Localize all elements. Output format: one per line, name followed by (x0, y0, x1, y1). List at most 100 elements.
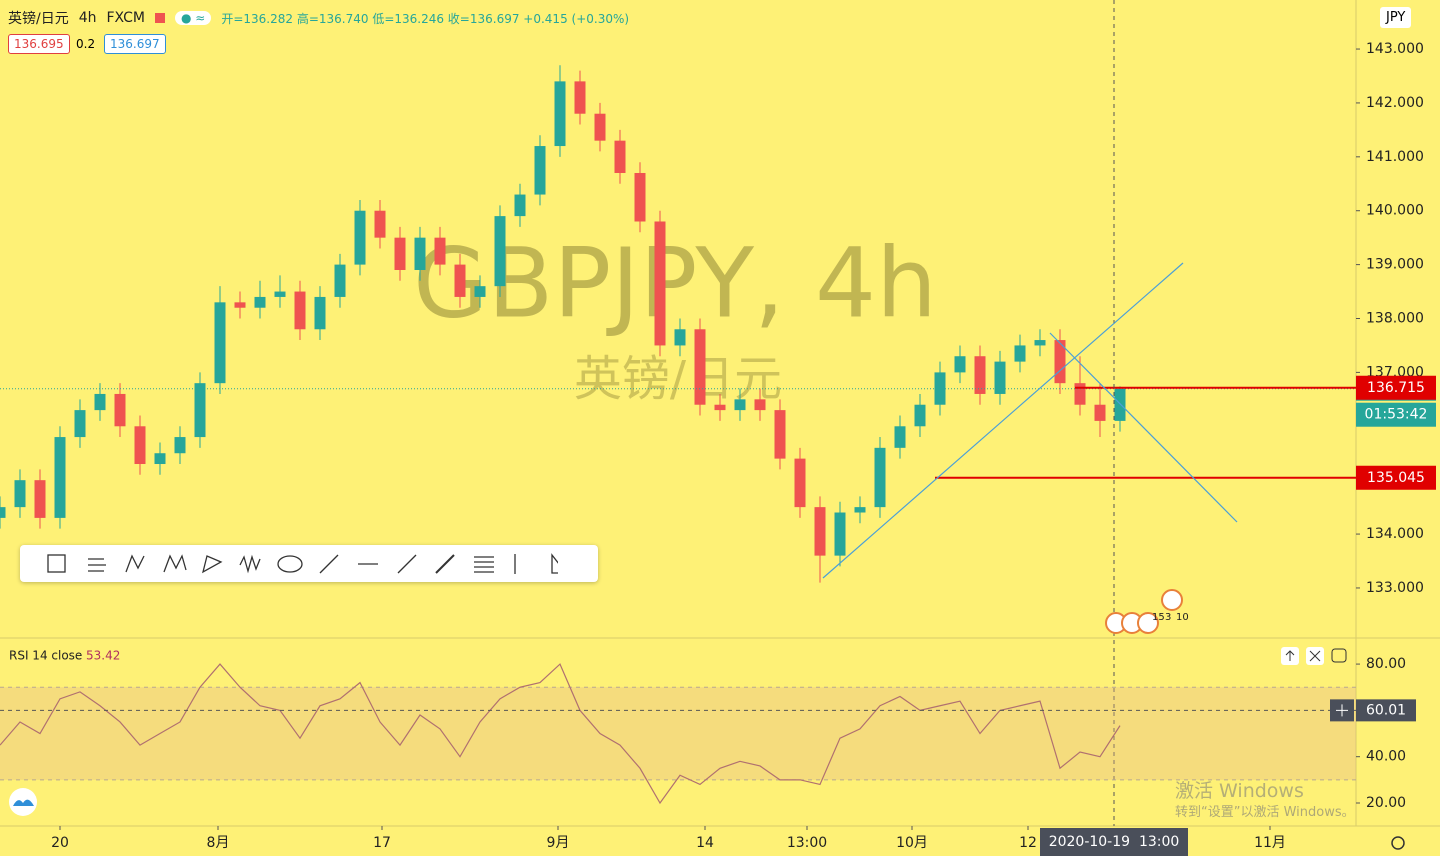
bid[interactable]: 136.695 (8, 34, 70, 54)
icon-maximize[interactable] (1331, 648, 1347, 663)
tool-triangle[interactable] (202, 555, 223, 574)
tool-elliott[interactable] (239, 554, 261, 574)
x-tick-label: 9月 (547, 835, 570, 851)
y-tick-label: 139.000 (1366, 257, 1424, 273)
x-tick-label: 20 (51, 835, 69, 851)
tool-angle[interactable] (551, 553, 558, 574)
candle-body (814, 507, 826, 556)
rsi-band (0, 687, 1356, 780)
y-tick-label: 141.000 (1366, 149, 1424, 165)
candle-body (494, 216, 506, 287)
candle-body (834, 512, 846, 556)
y-tick-label: 20.00 (1366, 795, 1406, 811)
candle-body (134, 426, 146, 465)
watermark: GBPJPY, 4h (413, 227, 937, 339)
tool-arrow[interactable] (435, 554, 455, 574)
tool-xabcd[interactable] (163, 554, 187, 573)
candle-body (74, 410, 86, 438)
candle-body (1094, 404, 1106, 421)
logo[interactable] (9, 788, 37, 816)
candle-body (334, 264, 346, 297)
tool-fib[interactable] (88, 558, 106, 572)
candle-body (154, 453, 166, 465)
candle-body (0, 507, 6, 518)
price-tag-label: 135.045 (1367, 470, 1425, 486)
activation-hint: 转到“设置”以激活 Windows。 (1175, 805, 1355, 820)
x-tick-label: 17 (373, 835, 391, 851)
tool-parallel[interactable] (474, 556, 494, 573)
candle-body (634, 172, 646, 222)
price-tag (1356, 465, 1436, 490)
flag (154, 13, 165, 23)
y-tick-label: 80.00 (1366, 656, 1406, 672)
tool-pattern[interactable] (125, 554, 145, 573)
event-badges[interactable]: 15 3 10 (1105, 589, 1189, 634)
event-badge[interactable] (1137, 612, 1159, 634)
candle-body (114, 393, 126, 427)
candle-body (774, 410, 786, 459)
candle-body (174, 437, 186, 454)
candle-body (854, 507, 866, 513)
candle-body (414, 237, 426, 270)
countdown: 01:53:42 (1365, 407, 1428, 423)
crosshair-tag (1356, 699, 1416, 722)
symbol[interactable]: 英镑/日元 (8, 11, 69, 27)
candle-body (614, 140, 626, 173)
icon-up (1285, 650, 1295, 661)
y-tick-label: 40.00 (1366, 749, 1406, 765)
candle-body (574, 81, 586, 114)
candle-body (974, 356, 986, 394)
toolbar-icons (47, 553, 558, 574)
x-tick-label: 14 (696, 835, 714, 851)
x-tick-label: 10月 (896, 835, 928, 851)
badge-count: 15 (1152, 612, 1165, 623)
settings[interactable] (1391, 836, 1405, 850)
y-tick-label: 138.000 (1366, 311, 1424, 327)
candle-body (954, 356, 966, 373)
candle-body (194, 383, 206, 438)
candle-body (434, 237, 446, 265)
trend-line[interactable] (822, 262, 1184, 579)
event-badge[interactable] (1161, 589, 1183, 611)
candle-body (874, 447, 886, 508)
drawing-toolbar (20, 545, 598, 582)
price-tag (1356, 375, 1436, 400)
currency[interactable]: JPY (1380, 7, 1412, 28)
candle-body (474, 286, 486, 297)
x-tick-label: 11月 (1254, 835, 1286, 851)
countdown-tag (1356, 402, 1436, 427)
candle-body (94, 393, 106, 411)
candle-body (254, 296, 266, 308)
candle-body (1114, 388, 1126, 421)
trend-line[interactable] (1049, 332, 1238, 523)
candle-body (994, 361, 1006, 394)
candle-body (1054, 340, 1066, 384)
ask[interactable]: 136.697 (104, 34, 166, 54)
x-tick-label: 12 (1019, 835, 1037, 851)
legend: 英镑/日元 4h FXCM ● ≈ 开=136.282 高=136.740 低=… (8, 8, 629, 28)
candle-body (694, 329, 706, 405)
source: FXCM (106, 10, 145, 26)
crosshair-label: 2020-10-19 13:00 (1049, 834, 1180, 850)
tool-ray[interactable] (397, 554, 417, 574)
tool-line[interactable] (319, 554, 339, 574)
candle-body (214, 302, 226, 384)
spread: 0.2 (76, 37, 96, 51)
candle-body (654, 221, 666, 346)
ohlc: 开=136.282 高=136.740 低=136.246 收=136.697 … (221, 11, 630, 26)
candle-body (914, 404, 926, 427)
pane-controls[interactable] (1281, 647, 1347, 665)
y-tick-label: 134.000 (1366, 526, 1424, 542)
tool-rect[interactable] (47, 554, 66, 573)
candle-body (274, 291, 286, 297)
candle-body (754, 399, 766, 411)
tool-ellipse[interactable] (277, 555, 303, 573)
status[interactable]: ● ≈ (174, 11, 212, 25)
candle-body (234, 302, 246, 308)
interval[interactable]: 4h (78, 10, 97, 26)
candle-body (1014, 345, 1026, 362)
candle-body (594, 113, 606, 141)
